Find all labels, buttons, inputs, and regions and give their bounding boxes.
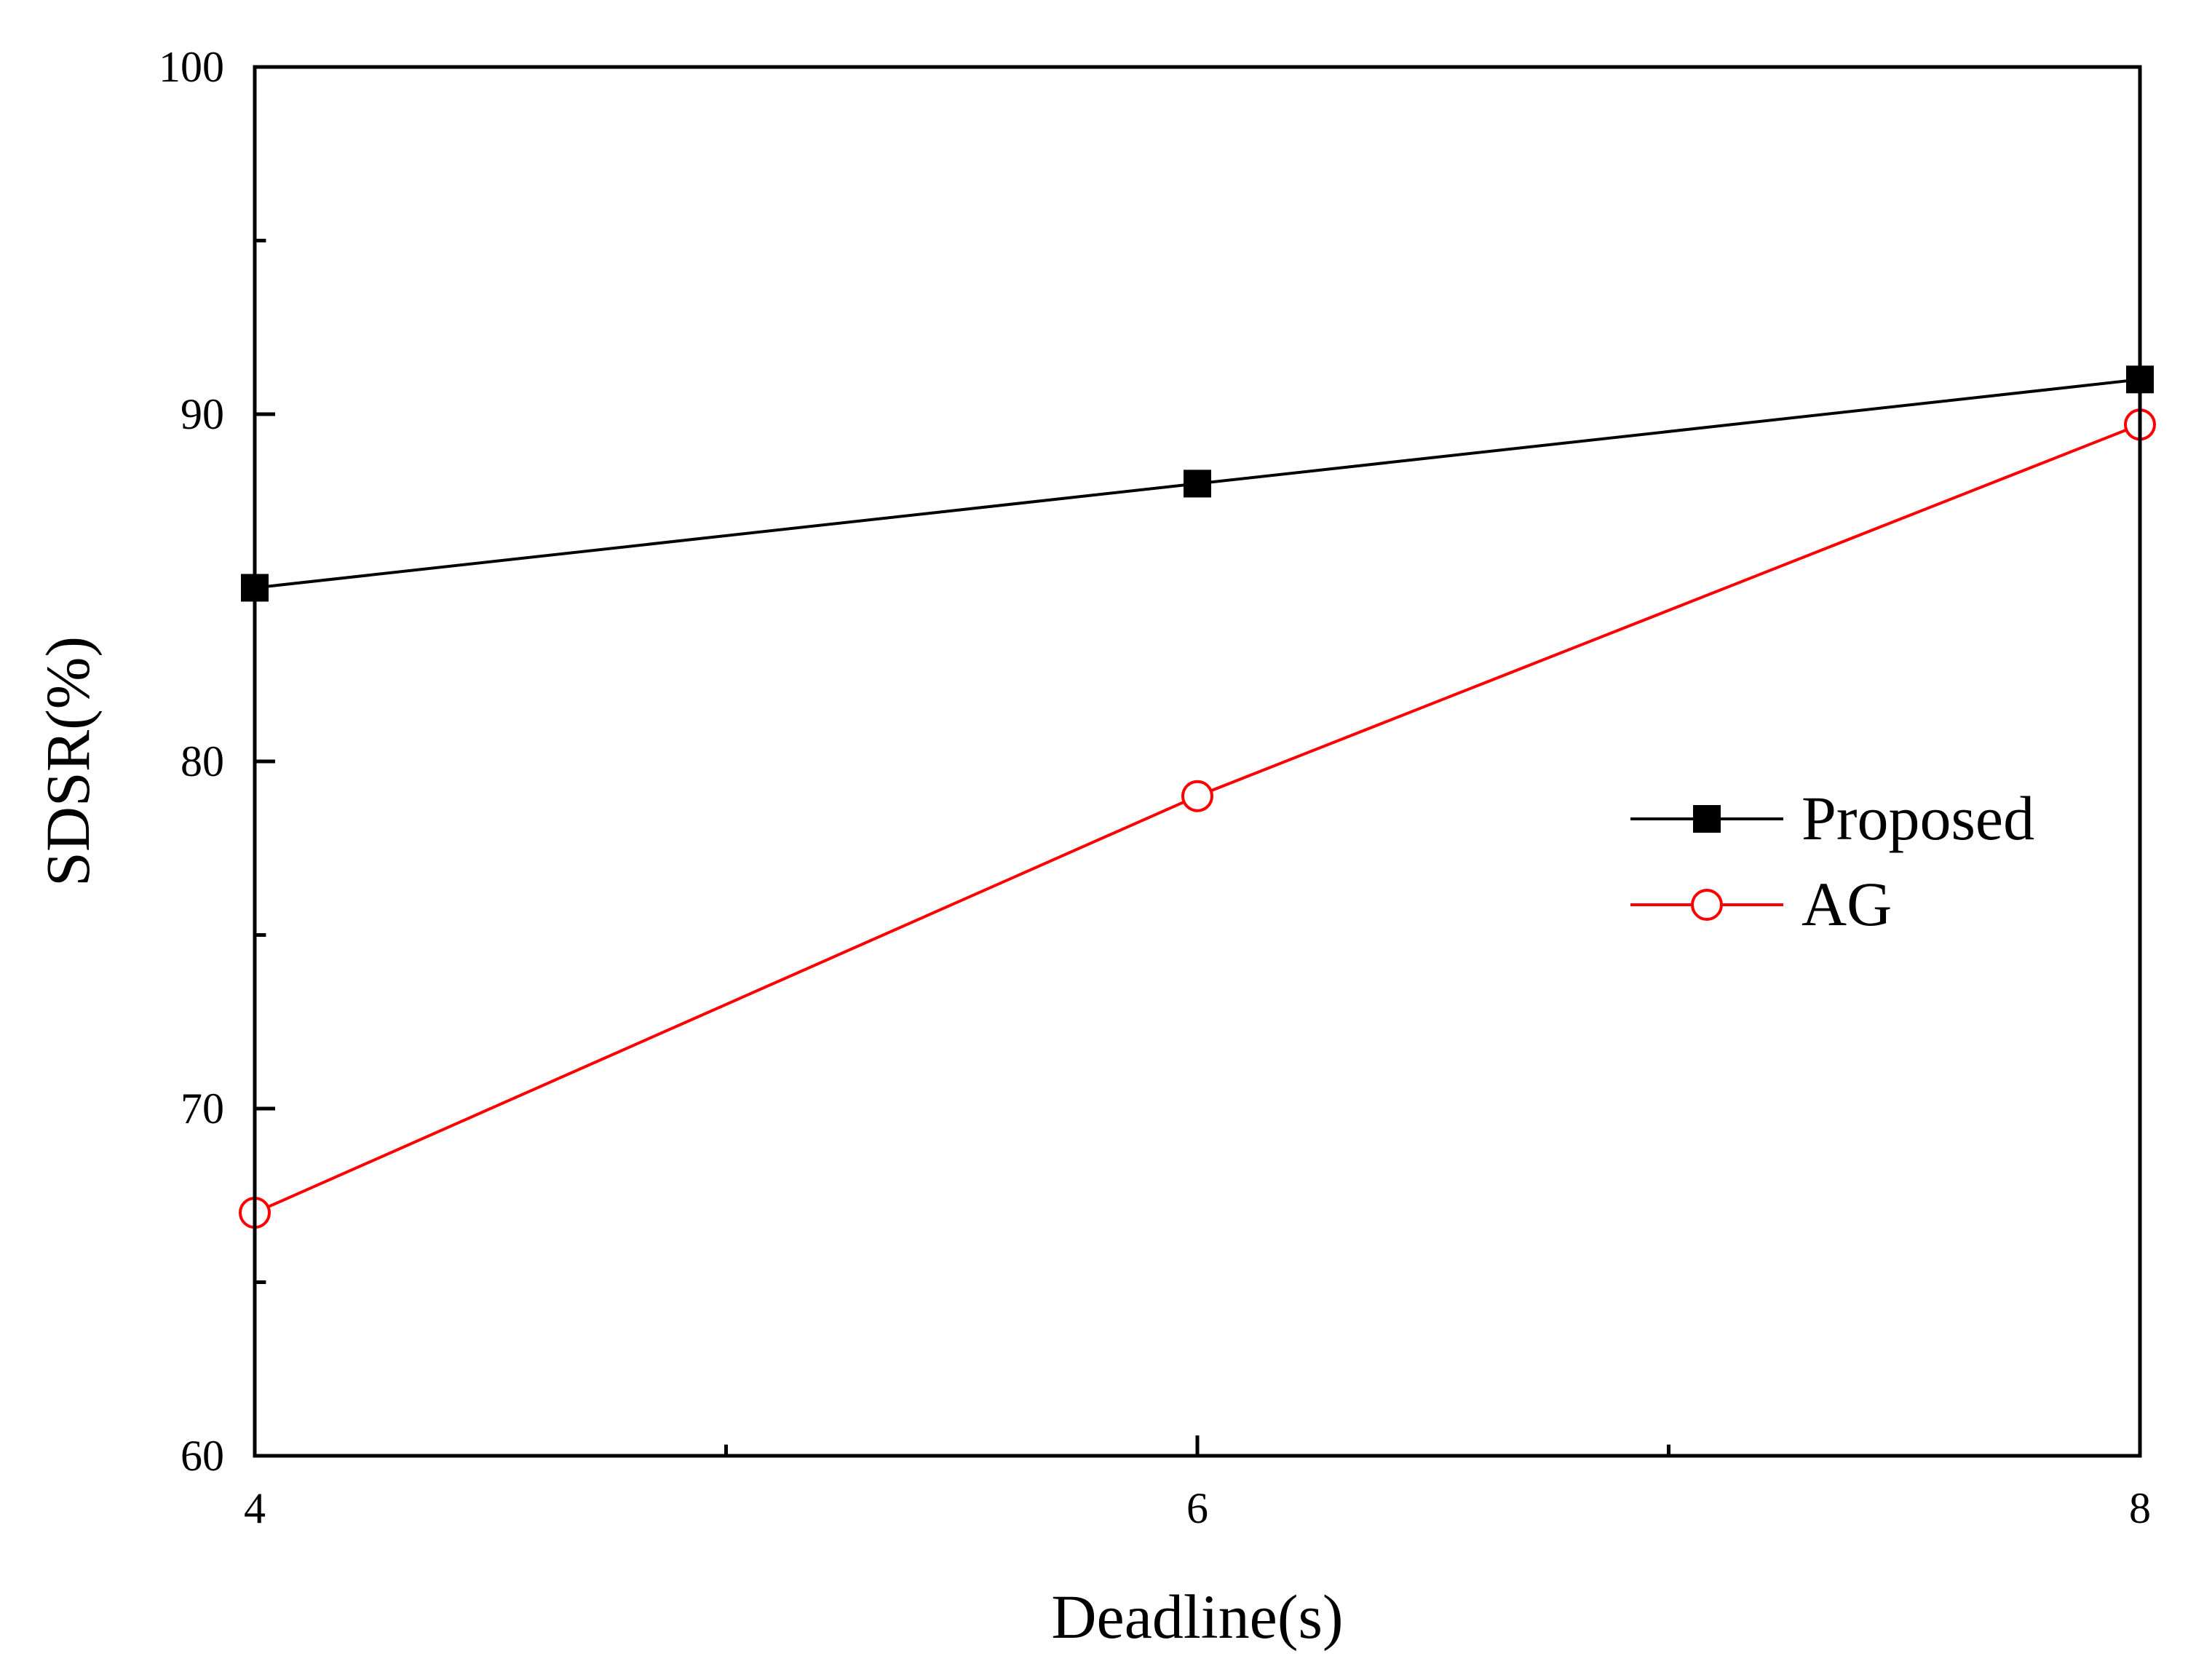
y-axis-title: SDSR(%) [33, 636, 103, 887]
y-tick-label: 80 [181, 737, 224, 785]
legend-marker [1693, 805, 1721, 833]
legend: Proposed AG [1630, 783, 2034, 939]
legend-label: Proposed [1801, 783, 2034, 853]
x-tick-label: 4 [244, 1484, 266, 1532]
data-point-proposed [1184, 469, 1211, 498]
y-tick-label: 60 [181, 1432, 224, 1480]
y-tick-label: 100 [159, 43, 224, 91]
axis-ticks: 60 70 80 90 100 4 6 8 [159, 43, 2151, 1532]
x-tick-label: 6 [1186, 1484, 1208, 1532]
plot-frame [253, 65, 2142, 1458]
data-point-ag [1181, 780, 1213, 812]
y-tick-label: 70 [181, 1085, 224, 1133]
legend-marker [1691, 889, 1723, 921]
x-tick-label: 8 [2129, 1484, 2151, 1532]
legend-label: AG [1801, 869, 1892, 939]
x-axis-title: Deadline(s) [1051, 1582, 1343, 1652]
y-tick-label: 90 [181, 390, 224, 438]
